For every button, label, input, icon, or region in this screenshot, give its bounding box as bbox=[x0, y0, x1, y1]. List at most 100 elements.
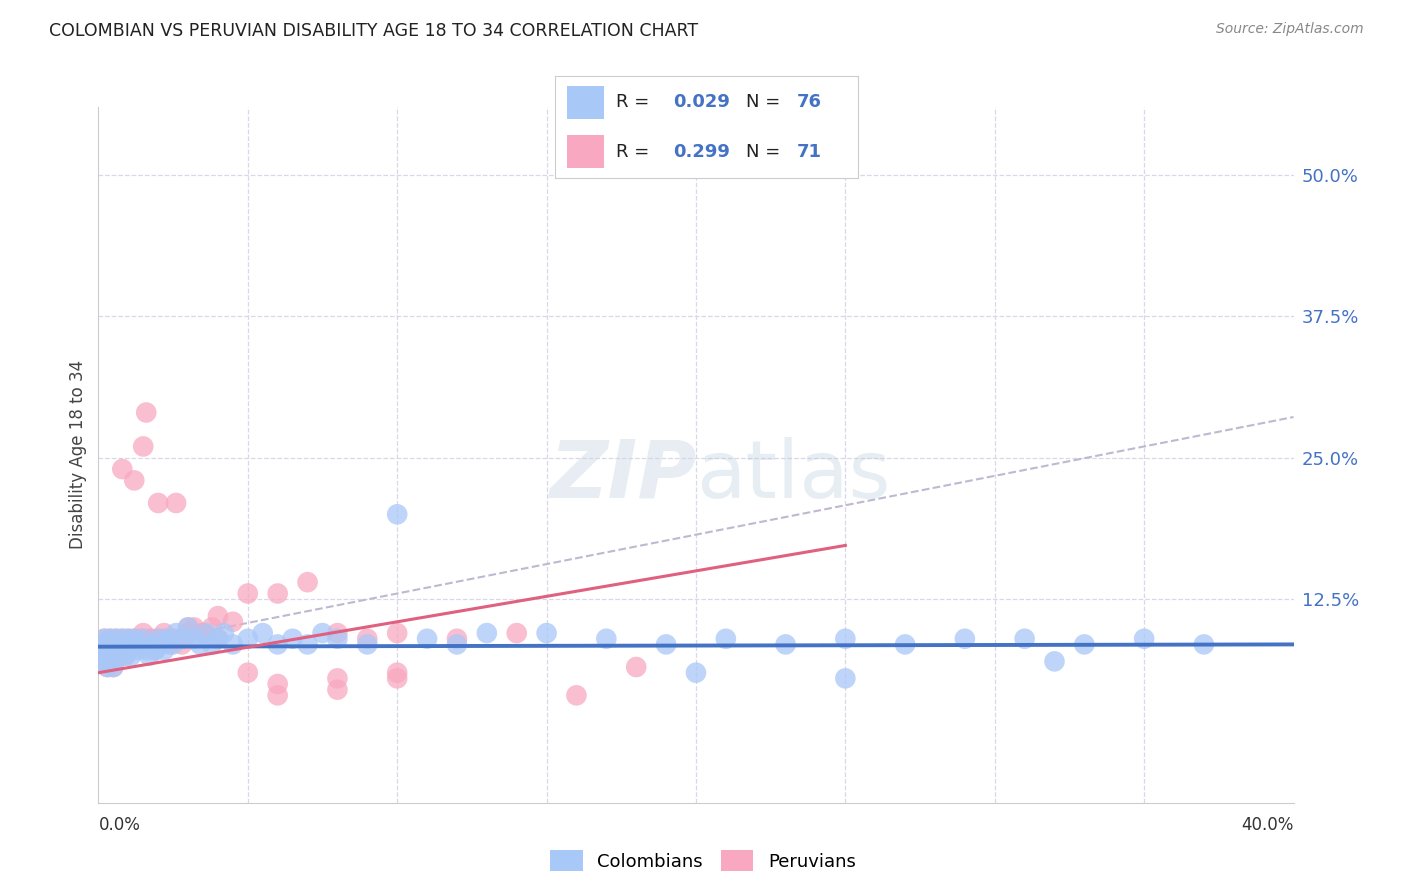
Point bbox=[297, 575, 319, 590]
Point bbox=[714, 632, 737, 646]
Text: N =: N = bbox=[745, 143, 786, 161]
Point bbox=[103, 660, 125, 674]
Point bbox=[117, 632, 139, 646]
Text: 40.0%: 40.0% bbox=[1241, 816, 1294, 834]
Point bbox=[1192, 637, 1215, 651]
Point bbox=[267, 677, 290, 691]
Text: atlas: atlas bbox=[696, 437, 890, 515]
Point bbox=[141, 637, 163, 651]
Text: R =: R = bbox=[616, 143, 655, 161]
Text: 0.299: 0.299 bbox=[673, 143, 730, 161]
Point bbox=[207, 609, 229, 624]
Point bbox=[111, 462, 134, 476]
Point bbox=[326, 671, 349, 685]
Text: 0.0%: 0.0% bbox=[98, 816, 141, 834]
Point bbox=[93, 654, 115, 668]
Point bbox=[1073, 637, 1095, 651]
Point bbox=[834, 632, 856, 646]
Point bbox=[172, 632, 194, 646]
Text: Source: ZipAtlas.com: Source: ZipAtlas.com bbox=[1216, 22, 1364, 37]
Point bbox=[326, 626, 349, 640]
Point bbox=[183, 632, 205, 646]
Point bbox=[141, 632, 163, 646]
Point bbox=[132, 632, 155, 646]
Point bbox=[90, 648, 112, 663]
Point bbox=[111, 643, 134, 657]
Point bbox=[506, 626, 529, 640]
Point bbox=[120, 637, 142, 651]
Point bbox=[267, 586, 290, 600]
Point bbox=[565, 689, 588, 703]
Point bbox=[626, 660, 648, 674]
Point bbox=[96, 648, 118, 663]
Point bbox=[236, 665, 259, 680]
Point bbox=[1043, 654, 1066, 668]
Point bbox=[191, 626, 214, 640]
Point bbox=[385, 665, 409, 680]
Point bbox=[201, 620, 224, 634]
Point bbox=[90, 648, 112, 663]
Point bbox=[446, 637, 468, 651]
Text: R =: R = bbox=[616, 94, 655, 112]
Point bbox=[105, 643, 128, 657]
Point bbox=[385, 626, 409, 640]
Point bbox=[162, 637, 184, 651]
Point bbox=[96, 660, 118, 674]
Point bbox=[93, 643, 115, 657]
Point bbox=[356, 632, 378, 646]
Point bbox=[153, 643, 176, 657]
Point bbox=[100, 632, 122, 646]
Point bbox=[117, 632, 139, 646]
Point bbox=[105, 632, 128, 646]
Point bbox=[267, 637, 290, 651]
Point bbox=[100, 632, 122, 646]
Point bbox=[385, 508, 409, 522]
Point bbox=[105, 643, 128, 657]
Point bbox=[297, 637, 319, 651]
Point bbox=[103, 648, 125, 663]
Point bbox=[159, 637, 181, 651]
Point bbox=[124, 632, 146, 646]
Text: ZIP: ZIP bbox=[548, 437, 696, 515]
Legend: Colombians, Peruvians: Colombians, Peruvians bbox=[543, 843, 863, 879]
Point bbox=[183, 620, 205, 634]
Point bbox=[156, 632, 179, 646]
Point bbox=[114, 648, 136, 663]
Point bbox=[135, 405, 157, 419]
Point bbox=[111, 632, 134, 646]
Point bbox=[475, 626, 498, 640]
Point bbox=[120, 637, 142, 651]
Point bbox=[416, 632, 439, 646]
Point bbox=[1014, 632, 1036, 646]
Point bbox=[124, 632, 146, 646]
Point bbox=[775, 637, 797, 651]
Point bbox=[105, 632, 128, 646]
Point bbox=[100, 654, 122, 668]
Point bbox=[267, 689, 290, 703]
Point bbox=[108, 637, 131, 651]
Text: COLOMBIAN VS PERUVIAN DISABILITY AGE 18 TO 34 CORRELATION CHART: COLOMBIAN VS PERUVIAN DISABILITY AGE 18 … bbox=[49, 22, 699, 40]
Point bbox=[117, 643, 139, 657]
Point bbox=[129, 637, 152, 651]
Point bbox=[150, 637, 173, 651]
Point bbox=[114, 648, 136, 663]
Point bbox=[162, 632, 184, 646]
Point bbox=[165, 626, 187, 640]
Point bbox=[100, 643, 122, 657]
Text: N =: N = bbox=[745, 94, 786, 112]
Point bbox=[103, 637, 125, 651]
Point bbox=[90, 637, 112, 651]
Point bbox=[236, 632, 259, 646]
Point bbox=[141, 637, 163, 651]
Point bbox=[153, 632, 176, 646]
Point bbox=[132, 626, 155, 640]
Point bbox=[195, 626, 218, 640]
Point bbox=[120, 648, 142, 663]
Point bbox=[252, 626, 274, 640]
Text: 76: 76 bbox=[797, 94, 823, 112]
Point bbox=[93, 632, 115, 646]
Point bbox=[177, 620, 200, 634]
Point bbox=[326, 632, 349, 646]
Point bbox=[165, 496, 187, 510]
Point bbox=[124, 474, 146, 488]
